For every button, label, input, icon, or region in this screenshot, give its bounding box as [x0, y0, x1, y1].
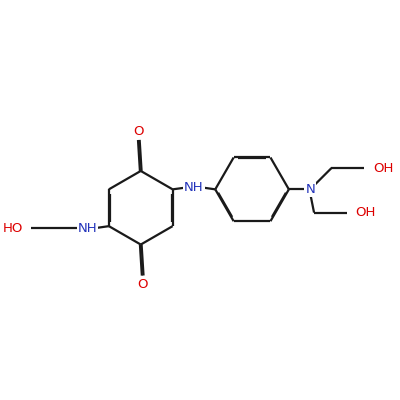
Text: OH: OH — [373, 162, 393, 174]
Text: NH: NH — [78, 222, 97, 234]
Text: O: O — [134, 125, 144, 138]
Text: OH: OH — [356, 206, 376, 219]
Text: N: N — [305, 183, 315, 196]
Text: HO: HO — [2, 222, 23, 234]
Text: O: O — [138, 278, 148, 290]
Text: NH: NH — [184, 181, 204, 194]
